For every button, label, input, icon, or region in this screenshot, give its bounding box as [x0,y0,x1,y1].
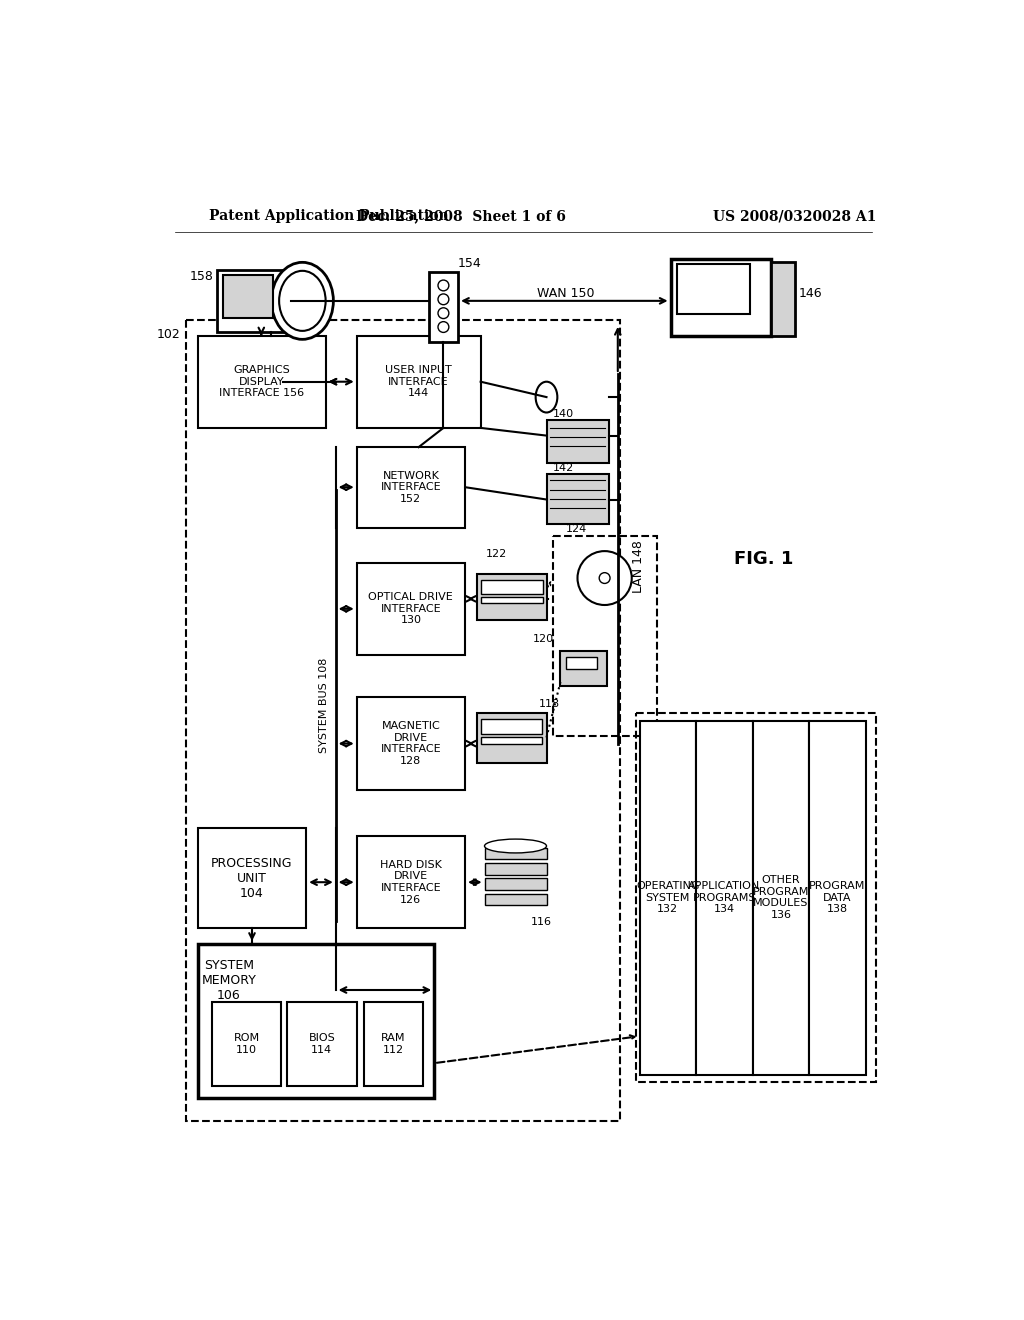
Text: USER INPUT
INTERFACE
144: USER INPUT INTERFACE 144 [385,366,452,399]
Text: 118: 118 [539,700,560,709]
Text: NETWORK
INTERFACE
152: NETWORK INTERFACE 152 [381,471,441,504]
Bar [356,335,480,428]
Text: 142: 142 [553,462,573,473]
Bar [186,321,621,1121]
Bar [365,1002,423,1086]
Text: LAN 148: LAN 148 [632,540,645,593]
Bar [484,894,547,906]
Bar [480,581,543,594]
Text: 124: 124 [566,524,587,535]
Bar [677,264,751,314]
Bar [356,697,465,789]
Ellipse shape [438,280,449,290]
Text: FIG. 1: FIG. 1 [734,550,794,568]
Ellipse shape [536,381,557,412]
Bar [566,657,597,669]
Text: OTHER
PROGRAM
MODULES
136: OTHER PROGRAM MODULES 136 [753,875,809,920]
Bar [636,713,876,1082]
Text: PROGRAM
DATA
138: PROGRAM DATA 138 [809,880,865,915]
Text: APPLICATION
PROGRAMS
134: APPLICATION PROGRAMS 134 [688,880,761,915]
Bar [484,847,547,859]
Bar [198,829,306,928]
Bar [477,713,547,763]
Bar [481,738,542,743]
Text: SYSTEM
MEMORY
106: SYSTEM MEMORY 106 [202,960,256,1002]
Text: 120: 120 [534,634,554,644]
Bar [356,447,465,528]
Bar [429,272,458,342]
Bar [222,276,273,318]
Text: BIOS
114: BIOS 114 [308,1034,335,1055]
Text: HARD DISK
DRIVE
INTERFACE
126: HARD DISK DRIVE INTERFACE 126 [380,859,441,904]
Bar [480,597,543,603]
Text: US 2008/0320028 A1: US 2008/0320028 A1 [713,209,877,223]
Text: OPTICAL DRIVE
INTERFACE
130: OPTICAL DRIVE INTERFACE 130 [369,593,454,626]
Ellipse shape [438,294,449,305]
Ellipse shape [438,308,449,318]
Text: 116: 116 [531,917,552,927]
Text: ROM
110: ROM 110 [233,1034,260,1055]
Bar [484,878,547,890]
Text: SYSTEM BUS 108: SYSTEM BUS 108 [319,657,329,752]
Bar [477,574,547,620]
Bar [481,719,542,734]
Bar [671,259,771,335]
Text: 122: 122 [485,549,507,558]
Bar [198,335,326,428]
Text: PROCESSING
UNIT
104: PROCESSING UNIT 104 [211,857,293,900]
Bar [560,651,607,686]
Bar [356,836,465,928]
Bar [547,420,608,462]
Bar [198,944,434,1098]
Bar [212,1002,282,1086]
Text: 140: 140 [553,409,573,418]
Text: MAGNETIC
DRIVE
INTERFACE
128: MAGNETIC DRIVE INTERFACE 128 [381,721,441,766]
Bar [771,263,795,335]
Text: GRAPHICS
DISPLAY
INTERFACE 156: GRAPHICS DISPLAY INTERFACE 156 [219,366,304,399]
Text: Patent Application Publication: Patent Application Publication [209,209,449,223]
Text: OPERATING
SYSTEM
132: OPERATING SYSTEM 132 [636,880,699,915]
Ellipse shape [599,573,610,583]
Bar [356,562,465,655]
Bar [287,1002,356,1086]
Text: 158: 158 [189,271,213,282]
Text: RAM
112: RAM 112 [381,1034,406,1055]
Text: 154: 154 [458,257,481,271]
Text: 146: 146 [799,286,822,300]
Bar [547,474,608,524]
Bar [640,721,696,1074]
Ellipse shape [438,322,449,333]
Bar [553,536,657,737]
Bar [696,721,753,1074]
Bar [809,721,866,1074]
Ellipse shape [271,263,334,339]
Text: Dec. 25, 2008  Sheet 1 of 6: Dec. 25, 2008 Sheet 1 of 6 [356,209,566,223]
Text: WAN 150: WAN 150 [538,286,595,300]
Bar [217,271,291,331]
Ellipse shape [484,840,547,853]
Bar [753,721,809,1074]
Text: 102: 102 [157,327,180,341]
Bar [484,863,547,875]
Ellipse shape [578,552,632,605]
